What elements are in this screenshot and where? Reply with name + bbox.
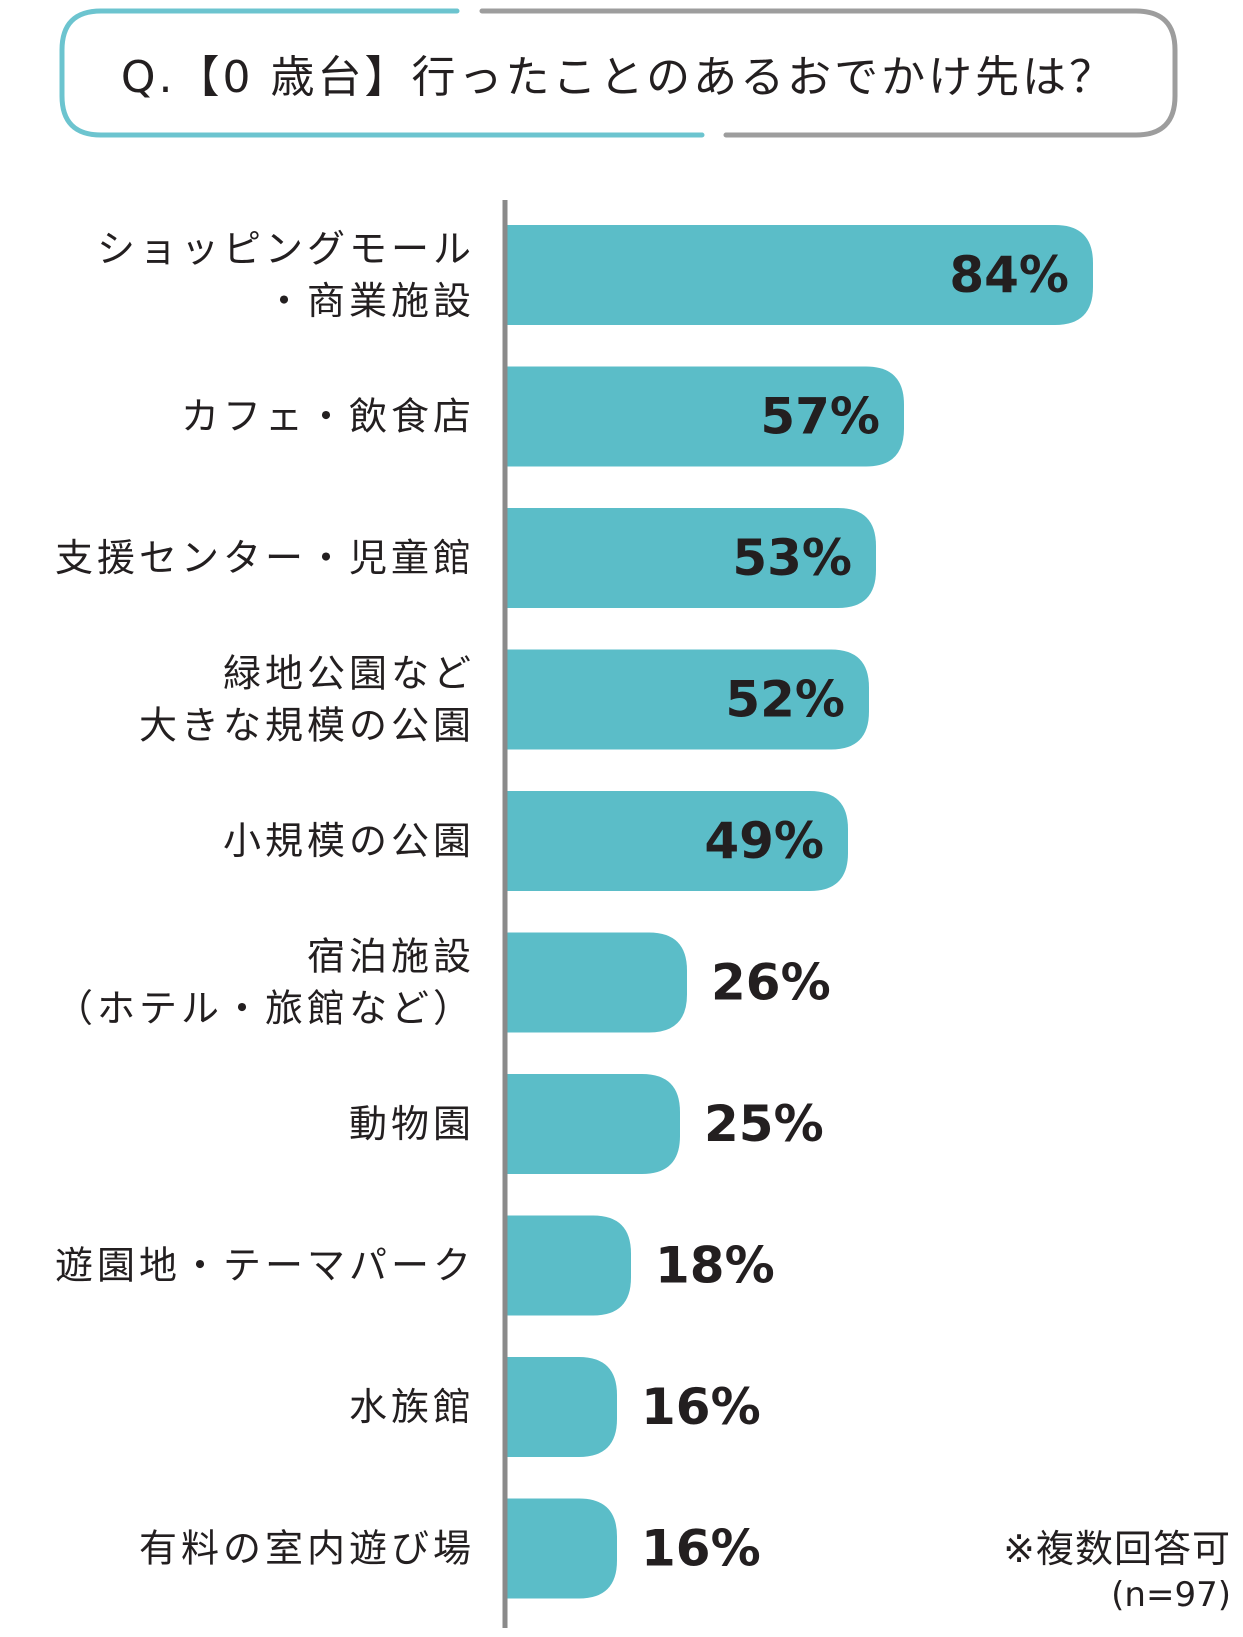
category-label-5-0: 宿泊施設 (307, 935, 475, 979)
value-label-5: 26% (711, 954, 831, 1012)
sample-size-note: (n=97) (1111, 1575, 1231, 1615)
bar-1 (505, 366, 904, 467)
category-label-0-0: ショッピングモール (97, 227, 475, 271)
category-label-1-0: カフェ・飲食店 (181, 395, 475, 439)
bar-5 (505, 932, 687, 1033)
value-label-9: 16% (641, 1520, 761, 1578)
category-label-2-0: 支援センター・児童館 (55, 536, 475, 580)
category-label-4-0: 小規模の公園 (223, 819, 475, 863)
multiple-answer-note: ※複数回答可 (1003, 1527, 1231, 1571)
value-label-4: 49% (704, 812, 824, 870)
category-label-7-0: 遊園地・テーマパーク (55, 1244, 475, 1288)
bar-7 (505, 1215, 631, 1316)
value-label-6: 25% (704, 1095, 824, 1153)
category-label-0-1: ・商業施設 (265, 279, 475, 323)
value-label-2: 53% (732, 529, 852, 587)
category-label-9-0: 有料の室内遊び場 (139, 1527, 475, 1571)
bar-6 (505, 1074, 680, 1174)
bar-9 (505, 1498, 617, 1599)
title-box: Q.【0 歳台】行ったことのあるおでかけ先は？ (59, 8, 1178, 138)
category-label-6-0: 動物園 (349, 1102, 475, 1146)
bar-2 (505, 508, 876, 608)
bars-group (505, 225, 1093, 1599)
value-labels-group: 84% 57% 53% 52% 49% 26% 25% 18% 16% 16% (641, 246, 1069, 1578)
value-label-8: 16% (641, 1378, 761, 1436)
value-label-0: 84% (949, 246, 1069, 304)
bar-8 (505, 1357, 617, 1457)
category-label-8-0: 水族館 (349, 1385, 475, 1429)
value-label-7: 18% (655, 1237, 775, 1295)
value-label-3: 52% (725, 671, 845, 729)
title-frame (59, 8, 1178, 138)
bar-0 (505, 225, 1093, 325)
category-label-3-1: 大きな規模の公園 (139, 704, 475, 748)
bar-4 (505, 791, 848, 891)
bar-3 (505, 649, 869, 750)
category-labels-group: ショッピングモール・商業施設カフェ・飲食店支援センター・児童館緑地公園など大きな… (55, 227, 475, 1571)
category-label-3-0: 緑地公園など (223, 652, 475, 696)
category-label-5-1: （ホテル・旅館など） (55, 987, 475, 1031)
chart-title: Q.【0 歳台】行ったことのあるおでかけ先は？ (120, 52, 1117, 103)
value-label-1: 57% (760, 388, 880, 446)
